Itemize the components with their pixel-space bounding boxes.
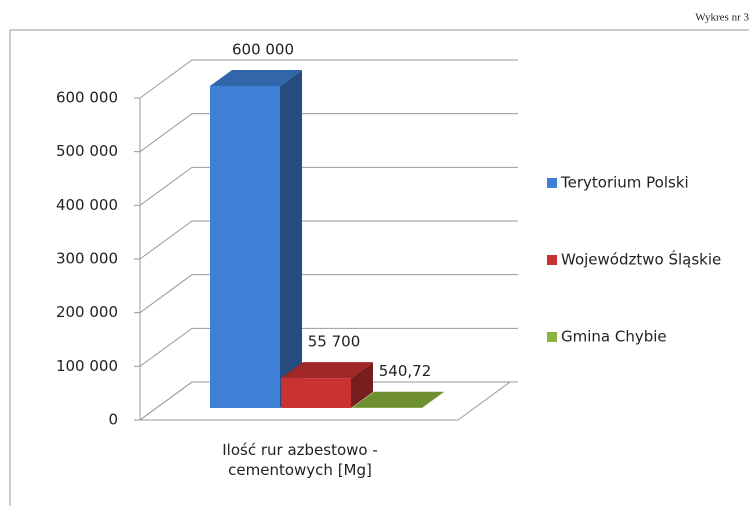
y-tick-label: 600 000 xyxy=(56,89,118,107)
bar xyxy=(210,86,280,408)
y-tick-label: 100 000 xyxy=(56,357,118,375)
chart-title: Wykres nr 3 xyxy=(695,12,749,24)
y-tick-label: 300 000 xyxy=(56,250,118,268)
bar-top xyxy=(281,362,373,379)
chart-frame xyxy=(9,29,749,506)
legend-label: Terytorium Polski xyxy=(560,174,689,192)
bar-side xyxy=(351,362,373,408)
grid-line xyxy=(139,59,518,99)
grid-line xyxy=(139,274,518,314)
y-tick-label: 400 000 xyxy=(56,196,118,214)
legend-label: Województwo Śląskie xyxy=(561,250,721,269)
bar xyxy=(281,378,351,408)
x-tick-label: Ilość rur azbestowo - cementowych [Mg] xyxy=(222,441,378,479)
data-label: 55 700 xyxy=(308,333,361,351)
bar-side xyxy=(280,70,302,408)
grid-line xyxy=(139,381,518,421)
y-tick-label: 200 000 xyxy=(56,303,118,321)
legend-marker xyxy=(547,178,557,188)
bar-top xyxy=(352,391,444,408)
grid-line xyxy=(139,220,518,260)
legend-marker xyxy=(547,332,557,342)
grid-line xyxy=(139,113,518,153)
legend-label: Gmina Chybie xyxy=(561,328,667,346)
data-label: 540,72 xyxy=(379,362,432,380)
bar-side xyxy=(422,391,444,408)
data-label: 600 000 xyxy=(232,41,294,59)
grid-line xyxy=(139,327,518,367)
y-tick-label: 0 xyxy=(108,411,118,429)
legend-marker xyxy=(547,255,557,265)
y-tick-label: 500 000 xyxy=(56,142,118,160)
grid-line xyxy=(139,166,518,206)
bar-top xyxy=(210,70,302,86)
